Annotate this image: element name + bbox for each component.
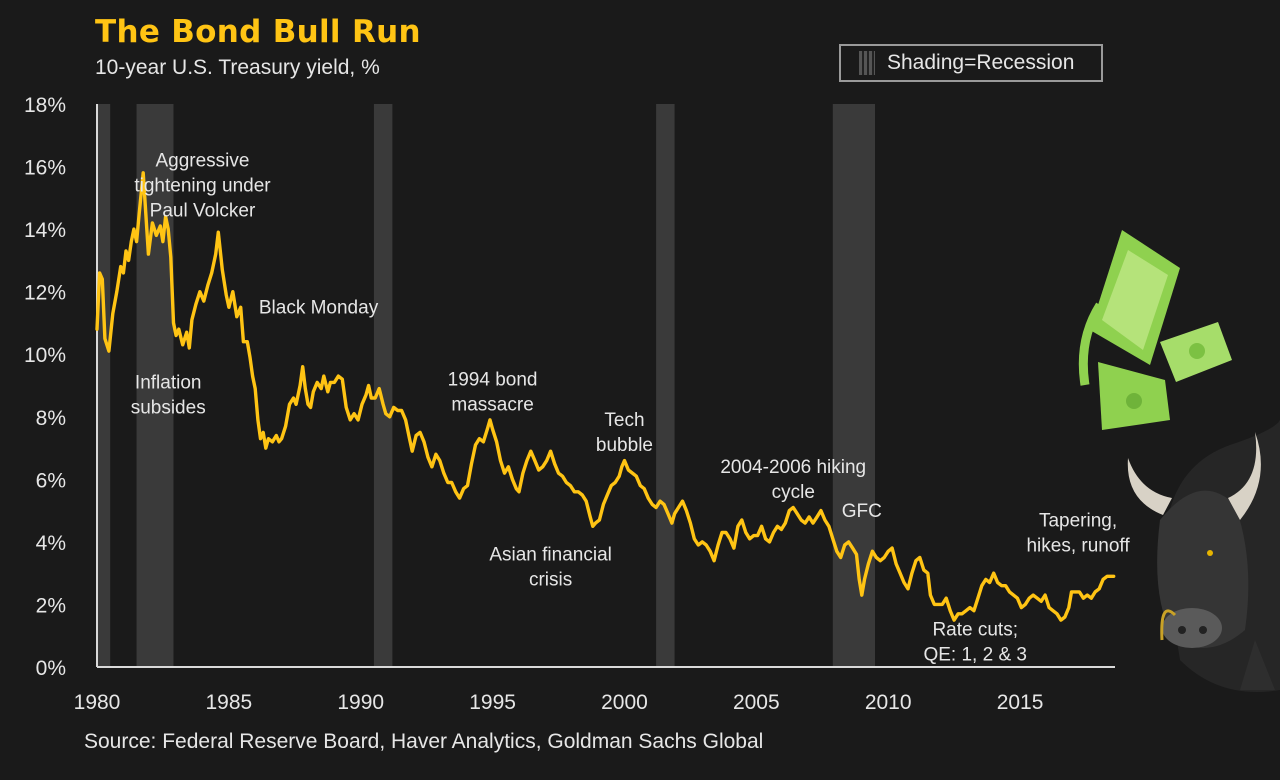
annotation-label: Asian financial crisis (489, 545, 612, 591)
bull-illustration (1078, 230, 1280, 692)
x-tick-label: 1985 (206, 691, 253, 714)
x-tick-label: 2015 (997, 691, 1044, 714)
annotation-label: Black Monday (259, 298, 379, 319)
y-tick-label: 4% (36, 532, 66, 555)
y-tick-label: 10% (24, 344, 66, 367)
annotation-label: Tapering, hikes, runoff (1026, 510, 1130, 556)
legend: Shading=Recession (839, 44, 1103, 82)
x-tick-label: 2010 (865, 691, 912, 714)
chart-title: The Bond Bull Run (95, 14, 421, 50)
y-tick-label: 18% (24, 94, 66, 117)
recession-band-1 (136, 104, 174, 667)
flying-money-icon (1078, 230, 1232, 430)
yield-series-line (95, 171, 1116, 622)
recession-band-2 (373, 104, 393, 667)
legend-label: Shading=Recession (887, 51, 1075, 74)
annotation-label: 2004-2006 hiking cycle (720, 457, 866, 503)
axes-layer: 0% 2% 4% 6% 8% 10% 12% 14% 16% 18% 1980 1985 1990 199… (24, 94, 1115, 714)
y-tick-label: 8% (36, 407, 66, 430)
annotation-label: Tech bubble (596, 410, 653, 456)
x-tick-label: 2000 (601, 691, 648, 714)
y-tick-label: 2% (36, 594, 66, 617)
recession-shading-layer (97, 104, 876, 667)
recession-band-3 (656, 104, 675, 667)
y-tick-label: 14% (24, 219, 66, 242)
recession-band-4 (832, 104, 876, 667)
y-tick-label: 0% (36, 657, 66, 680)
x-tick-label: 1980 (74, 691, 121, 714)
recession-band-0 (97, 104, 111, 667)
legend-recession-swatch (859, 51, 875, 75)
x-tick-label: 1990 (337, 691, 384, 714)
x-tick-label: 1995 (469, 691, 516, 714)
source-note: Source: Federal Reserve Board, Haver Ana… (84, 730, 764, 753)
x-tick-label: 2005 (733, 691, 780, 714)
y-tick-label: 6% (36, 469, 66, 492)
y-tick-label: 16% (24, 157, 66, 180)
bull-icon (1127, 420, 1280, 692)
chart-subtitle: 10-year U.S. Treasury yield, % (95, 56, 380, 79)
annotation-label: Rate cuts; QE: 1, 2 & 3 (923, 620, 1027, 666)
series-layer (95, 171, 1116, 622)
annotation-label: 1994 bond massacre (448, 370, 538, 416)
annotation-label: GFC (842, 501, 882, 522)
y-tick-label: 12% (24, 282, 66, 305)
annotation-label: Aggressive tightening under Paul Volcker (134, 151, 271, 222)
annotation-label: Inflation subsides (131, 373, 206, 419)
annotation-layer: Aggressive tightening under Paul Volcker In… (131, 151, 1131, 666)
